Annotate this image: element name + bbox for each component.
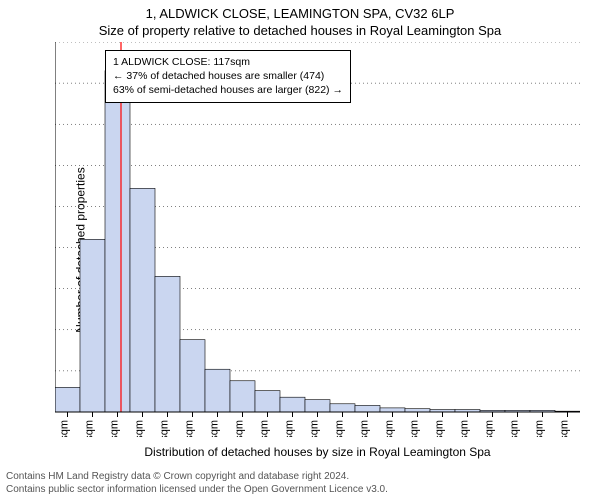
x-tick-label: 427sqm xyxy=(359,420,371,437)
histogram-bar xyxy=(205,369,230,412)
x-axis-label: Distribution of detached houses by size … xyxy=(55,445,580,459)
x-tick-label: 493sqm xyxy=(409,420,421,437)
title-line1: 1, ALDWICK CLOSE, LEAMINGTON SPA, CV32 6… xyxy=(0,6,600,21)
histogram-bar xyxy=(230,381,255,412)
x-tick-label: 592sqm xyxy=(484,420,496,437)
x-tick-label: 228sqm xyxy=(209,420,221,437)
histogram-bar xyxy=(105,71,130,412)
histogram-bar xyxy=(255,391,280,412)
annotation-box: 1 ALDWICK CLOSE: 117sqm ← 37% of detache… xyxy=(105,50,351,103)
histogram-bar xyxy=(155,276,180,412)
x-tick-label: 162sqm xyxy=(159,420,171,437)
annotation-line3: 63% of semi-detached houses are larger (… xyxy=(113,83,343,97)
histogram-bar xyxy=(55,387,80,412)
title-line2: Size of property relative to detached ho… xyxy=(0,23,600,38)
attribution-footer: Contains HM Land Registry data © Crown c… xyxy=(6,471,388,496)
x-tick-label: 559sqm xyxy=(459,420,471,437)
histogram-bar xyxy=(180,340,205,412)
x-tick-label: 96sqm xyxy=(109,420,121,437)
histogram-bar xyxy=(355,405,380,412)
annotation-line1: 1 ALDWICK CLOSE: 117sqm xyxy=(113,55,343,69)
histogram-bar xyxy=(80,239,105,412)
x-tick-label: 327sqm xyxy=(284,420,296,437)
x-tick-label: 691sqm xyxy=(559,420,571,437)
chart-container: 1, ALDWICK CLOSE, LEAMINGTON SPA, CV32 6… xyxy=(0,0,600,500)
x-tick-label: 30sqm xyxy=(59,420,71,437)
x-tick-label: 294sqm xyxy=(259,420,271,437)
x-tick-label: 526sqm xyxy=(434,420,446,437)
histogram-bar xyxy=(305,400,330,412)
footer-line1: Contains HM Land Registry data © Crown c… xyxy=(6,471,388,484)
x-tick-label: 195sqm xyxy=(184,420,196,437)
histogram-bar xyxy=(380,408,405,412)
x-tick-label: 394sqm xyxy=(334,420,346,437)
x-tick-label: 63sqm xyxy=(84,420,96,437)
histogram-bar xyxy=(330,404,355,412)
annotation-line2: ← 37% of detached houses are smaller (47… xyxy=(113,69,343,83)
histogram-bar xyxy=(280,397,305,412)
x-tick-label: 261sqm xyxy=(234,420,246,437)
x-tick-label: 625sqm xyxy=(509,420,521,437)
x-tick-label: 361sqm xyxy=(309,420,321,437)
x-tick-label: 658sqm xyxy=(534,420,546,437)
x-tick-label: 460sqm xyxy=(384,420,396,437)
x-tick-label: 129sqm xyxy=(134,420,146,437)
footer-line2: Contains public sector information licen… xyxy=(6,484,388,497)
histogram-bar xyxy=(130,188,155,412)
